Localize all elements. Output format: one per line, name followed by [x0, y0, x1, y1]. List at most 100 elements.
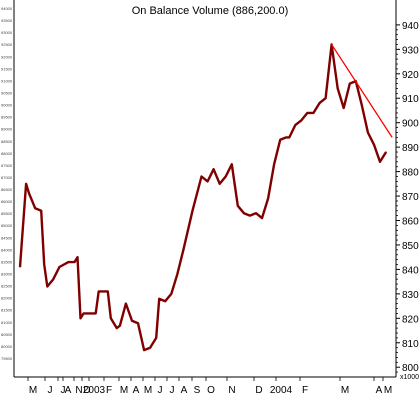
left-tick-label: 92000	[1, 54, 13, 59]
obv-point	[206, 180, 209, 182]
obv-point	[170, 293, 172, 295]
x-tick-label: A	[376, 385, 383, 396]
obv-point	[373, 144, 375, 146]
trendline	[331, 44, 393, 138]
left-tick-label: 83000	[1, 272, 13, 277]
obv-point	[225, 175, 227, 178]
obv-point	[176, 273, 178, 275]
plot-area	[18, 43, 393, 352]
left-tick-label: 86000	[1, 199, 13, 204]
right-tick-label: 930	[402, 45, 419, 56]
obv-point	[76, 256, 79, 258]
obv-point	[312, 112, 315, 114]
obv-series-line	[18, 43, 388, 352]
obv-point	[79, 317, 82, 319]
obv-point	[52, 278, 54, 280]
x-tick-label: D	[83, 385, 90, 396]
right-tick-label: 830	[402, 290, 419, 301]
left-tick-label: 79500	[1, 356, 13, 361]
obv-point	[385, 151, 387, 153]
obv-point	[19, 266, 21, 268]
x-tick-label: M	[384, 385, 392, 396]
left-tick-label: 87500	[1, 163, 13, 168]
x-tick-label: D	[255, 385, 262, 396]
left-tick-label: 90500	[1, 90, 13, 95]
obv-point	[219, 183, 221, 185]
right-tick-label: 880	[402, 168, 419, 179]
obv-point	[89, 312, 91, 315]
left-tick-label: 81500	[1, 308, 13, 313]
obv-point	[361, 104, 363, 107]
left-tick-label: 82500	[1, 284, 13, 289]
right-tick-label: 820	[402, 314, 419, 325]
obv-point	[182, 249, 184, 251]
left-tick-label: 85000	[1, 223, 13, 228]
left-axis: 94000 93500 93000 92500 92000 91500 91000 90500…	[1, 0, 15, 377]
x-tick-label: J	[158, 385, 163, 396]
x-tick-label: F	[302, 385, 308, 396]
obv-point	[273, 163, 275, 165]
obv-point	[95, 312, 97, 315]
obv-point	[43, 263, 45, 266]
obv-point	[349, 82, 351, 85]
x-tick-label: M	[120, 385, 128, 396]
right-tick-label: 900	[402, 119, 419, 130]
left-tick-label: 88000	[1, 151, 13, 156]
left-tick-label: 92500	[1, 42, 13, 47]
obv-point	[337, 87, 339, 90]
right-tick-label: 810	[402, 339, 419, 350]
left-tick-label: 87000	[1, 175, 13, 180]
obv-point	[249, 215, 251, 217]
obv-point	[164, 300, 166, 302]
obv-point	[131, 320, 133, 322]
obv-point	[267, 197, 269, 200]
obv-point	[379, 161, 381, 163]
right-tick-label: 940	[402, 21, 419, 32]
obv-point	[98, 290, 100, 293]
obv-point	[110, 317, 112, 319]
obv-point	[82, 312, 85, 315]
right-tick-label: 920	[402, 70, 419, 81]
left-tick-label: 89500	[1, 115, 13, 120]
x-tick-label: A	[181, 385, 188, 396]
right-tick-label: 850	[402, 241, 419, 252]
obv-point	[300, 119, 302, 121]
x-tick-label: J	[61, 385, 66, 396]
obv-point	[58, 266, 60, 268]
obv-point	[255, 212, 257, 214]
obv-point	[279, 139, 281, 141]
left-tick-label: 86500	[1, 187, 13, 192]
obv-point	[367, 131, 369, 134]
right-tick-label: 870	[402, 192, 419, 203]
obv-point	[343, 107, 345, 109]
obv-point	[261, 217, 263, 219]
left-tick-label: 85500	[1, 211, 13, 216]
left-tick-label: 81000	[1, 320, 13, 325]
right-tick-label: 840	[402, 265, 419, 276]
x-tick-label: O	[207, 385, 215, 396]
x-tick-label: M	[29, 385, 37, 396]
x-tick-label: N	[75, 385, 82, 396]
obv-point	[46, 285, 48, 288]
obv-point	[125, 303, 127, 305]
x-tick-label: 2003	[83, 385, 106, 396]
left-tick-label: 89000	[1, 127, 13, 132]
left-tick-label: 84500	[1, 235, 13, 240]
obv-point	[73, 261, 76, 263]
obv-point	[34, 207, 36, 209]
obv-point	[294, 124, 296, 126]
left-tick-label: 91000	[1, 78, 13, 83]
right-tick-label: 890	[402, 143, 419, 154]
right-axis: 940 930 920 910 900 890 880 870 860 850 840 830 820 8…	[395, 0, 419, 381]
x-tick-label: A	[133, 385, 140, 396]
right-tick-label: 800	[402, 363, 419, 374]
obv-point	[119, 325, 121, 327]
x-tick-label: M	[341, 385, 349, 396]
obv-point	[285, 136, 287, 138]
obv-point	[155, 337, 157, 339]
x-tick-label: 2004	[270, 385, 293, 396]
obv-point	[306, 112, 309, 114]
left-tick-label: 90000	[1, 103, 13, 108]
x-tick-label: N	[228, 385, 235, 396]
